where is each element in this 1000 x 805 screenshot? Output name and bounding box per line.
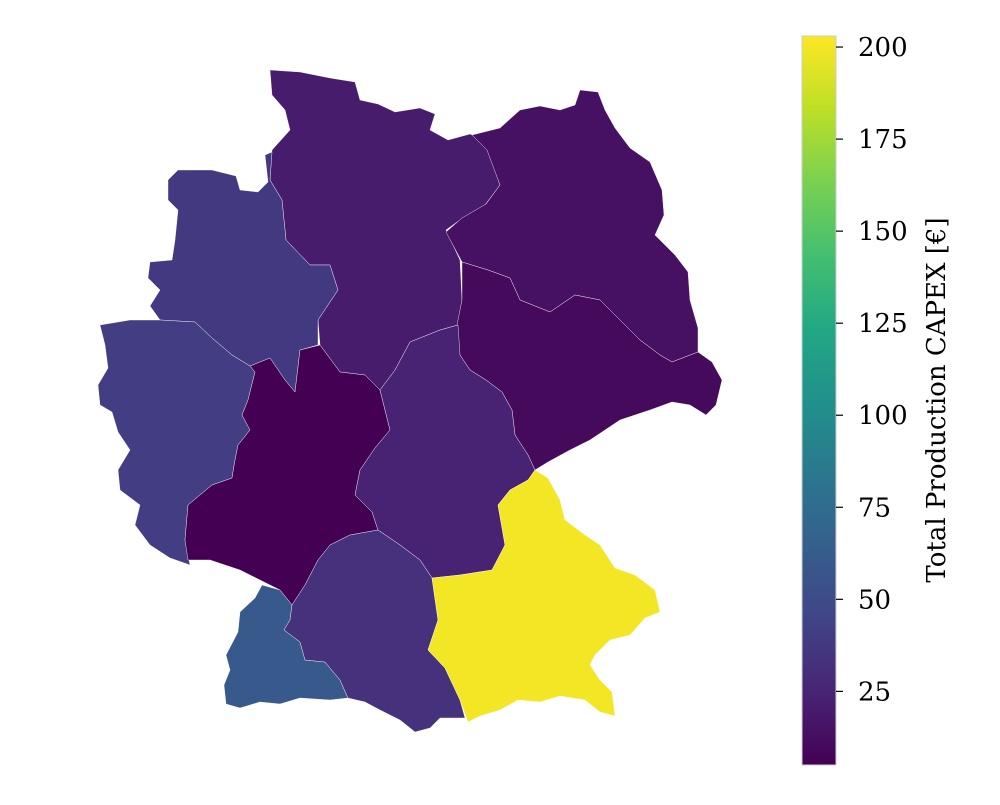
- colorbar-gradient: [801, 35, 837, 766]
- colorbar-tick-label: 200: [858, 33, 908, 63]
- colorbar-label: Total Production CAPEX [€]: [922, 217, 952, 582]
- region-south-central: [283, 529, 466, 733]
- colorbar-tick-label: 75: [858, 493, 891, 523]
- region-layer: [97, 69, 723, 733]
- region-southeast: [427, 469, 661, 723]
- colorbar-tick-label: 150: [858, 217, 908, 247]
- colorbar: 25 50 75 100 125 150 175 200 Total Production C…: [801, 33, 952, 766]
- colorbar-tick-label: 125: [858, 309, 908, 339]
- colorbar-tick-label: 25: [858, 677, 891, 707]
- colorbar-tick-label: 175: [858, 125, 908, 155]
- colorbar-ticks: 25 50 75 100 125 150 175 200: [836, 33, 908, 707]
- colorbar-tick-label: 100: [858, 401, 908, 431]
- colorbar-tick-label: 50: [858, 585, 891, 615]
